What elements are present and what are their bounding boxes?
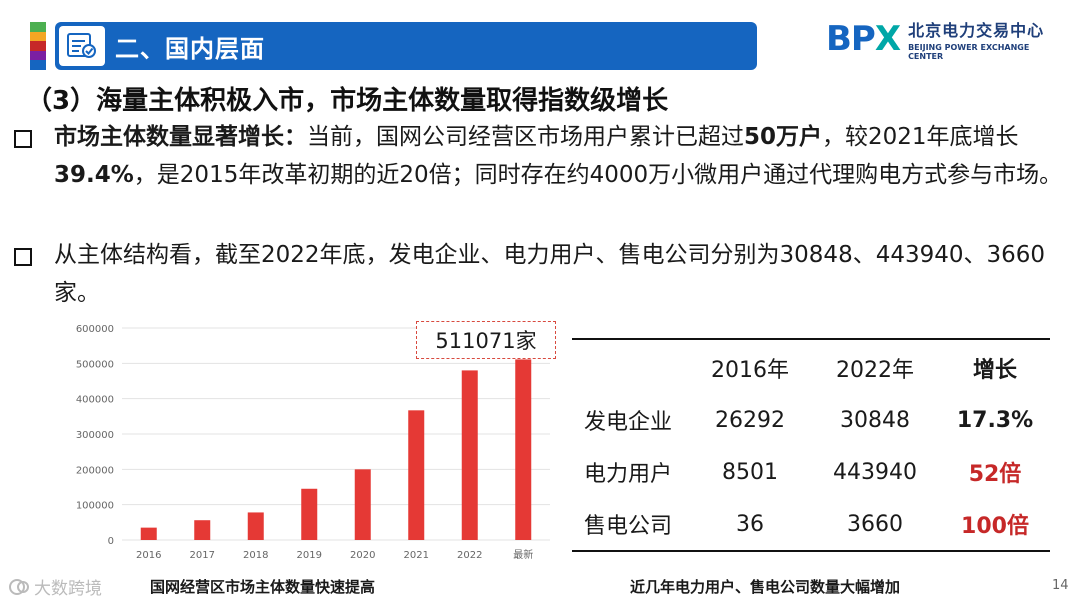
x-tick-label: 2022 <box>457 550 482 561</box>
row-2016-value: 26292 <box>715 407 785 433</box>
y-tick-label: 100000 <box>76 501 114 512</box>
y-tick-label: 200000 <box>76 465 114 476</box>
table-header-2022: 2022年 <box>836 358 914 383</box>
bullet-1-bold-2: 39.4% <box>54 162 134 188</box>
row-2022-value: 443940 <box>833 459 917 485</box>
table-row: 电力用户 8501 443940 52倍 <box>572 446 1050 498</box>
y-tick-label: 600000 <box>76 324 114 335</box>
watermark-text: 大数跨境 <box>34 579 102 599</box>
x-tick-label: 2016 <box>136 550 161 561</box>
bar <box>515 359 532 540</box>
row-2022-value: 3660 <box>847 511 903 537</box>
market-entities-bar-chart: 0 100000 200000 300000 400000 500000 600000 201… <box>76 324 550 561</box>
x-tick-label: 2017 <box>190 550 215 561</box>
latest-value-callout: 511071家 <box>416 321 556 359</box>
y-tick-label: 400000 <box>76 395 114 406</box>
bullet-1-lead: 市场主体数量显著增长： <box>54 124 307 150</box>
x-tick-label: 2020 <box>350 550 375 561</box>
slide-subtitle: （3）海量主体积极入市，市场主体数量取得指数级增长 <box>26 86 669 116</box>
table-header-growth: 增长 <box>972 358 1017 383</box>
bullet-2-text: 从主体结构看，截至2022年底，发电企业、电力用户、售电公司分别为30848、4… <box>54 242 1046 306</box>
section-header-bar: 二、国内层面 <box>55 22 757 70</box>
x-tick-label: 2019 <box>297 550 322 561</box>
bullet-1: 市场主体数量显著增长：当前，国网公司经营区市场用户累计已超过50万户，较2021… <box>14 118 1074 194</box>
y-tick-label: 500000 <box>76 359 114 370</box>
stripe-5 <box>30 60 46 70</box>
bar <box>354 469 371 540</box>
row-2016-value: 36 <box>736 511 764 537</box>
table-top-rule <box>572 338 1050 340</box>
bullet-1-bold-1: 50万户 <box>744 124 823 150</box>
logo-cn-name: 北京电力交易中心 <box>908 21 1045 40</box>
table-header-2016: 2016年 <box>711 358 789 383</box>
bullet-square-icon <box>14 248 32 266</box>
bar <box>140 527 157 540</box>
table-caption: 近几年电力用户、售电公司数量大幅增加 <box>630 578 901 596</box>
row-growth-value: 52倍 <box>968 462 1022 487</box>
row-label: 电力用户 <box>584 462 673 487</box>
watermark-logo-icon <box>9 578 29 595</box>
logo-en-name: BEIJING POWER EXCHANGE CENTER <box>908 43 1030 61</box>
x-tick-label: 2021 <box>404 550 429 561</box>
row-label: 发电企业 <box>584 410 673 435</box>
header-stripes <box>30 22 46 70</box>
bar <box>408 410 425 540</box>
logo-mark-b: B <box>826 19 852 59</box>
table-bottom-rule <box>572 550 1050 552</box>
bullet-2: 从主体结构看，截至2022年底，发电企业、电力用户、售电公司分别为30848、4… <box>14 236 1074 312</box>
bpx-logo: BPX 北京电力交易中心 BEIJING POWER EXCHANGE CENT… <box>826 14 1066 64</box>
bar <box>301 488 318 540</box>
stripe-4 <box>30 50 46 61</box>
x-tick-label: 2018 <box>243 550 268 561</box>
page-number: 14 <box>1052 578 1069 593</box>
row-growth-value: 17.3% <box>956 407 1034 433</box>
bullet-1-text-3: ，是2015年改革初期的近20倍；同时存在约4000万小微用户通过代理购电方式参… <box>133 162 1063 188</box>
logo-mark-p: P <box>850 19 876 59</box>
x-tick-label: 最新 <box>513 548 533 561</box>
table-row: 售电公司 36 3660 100倍 <box>572 498 1050 550</box>
document-chart-icon <box>59 26 105 66</box>
bullet-1-text-1: 当前，国网公司经营区市场用户累计已超过 <box>307 124 744 150</box>
row-growth-value: 100倍 <box>961 514 1029 539</box>
bar <box>194 520 211 540</box>
row-2022-value: 30848 <box>840 407 910 433</box>
section-title: 二、国内层面 <box>115 34 265 63</box>
logo-mark: BPX <box>826 19 901 59</box>
bar <box>461 370 478 540</box>
row-2016-value: 8501 <box>722 459 778 485</box>
table-row: 发电企业 26292 30848 17.3% <box>572 394 1050 446</box>
chart-caption: 国网经营区市场主体数量快速提高 <box>150 578 376 596</box>
y-tick-label: 300000 <box>76 430 114 441</box>
stripe-2 <box>30 31 46 42</box>
bullet-1-text-2: ，较2021年底增长 <box>822 124 1019 150</box>
y-tick-label: 0 <box>108 536 114 547</box>
table-header-row: 2016年 2022年 增长 <box>572 342 1050 394</box>
stripe-3 <box>30 41 46 51</box>
watermark: 大数跨境 <box>8 574 102 599</box>
logo-mark-x: X <box>874 19 901 59</box>
stripe-1 <box>30 22 46 32</box>
row-label: 售电公司 <box>584 514 673 539</box>
bar <box>247 512 264 540</box>
bullet-square-icon <box>14 130 32 148</box>
entity-growth-table: 2016年 2022年 增长 发电企业 26292 30848 17.3% 电力… <box>572 338 1050 552</box>
